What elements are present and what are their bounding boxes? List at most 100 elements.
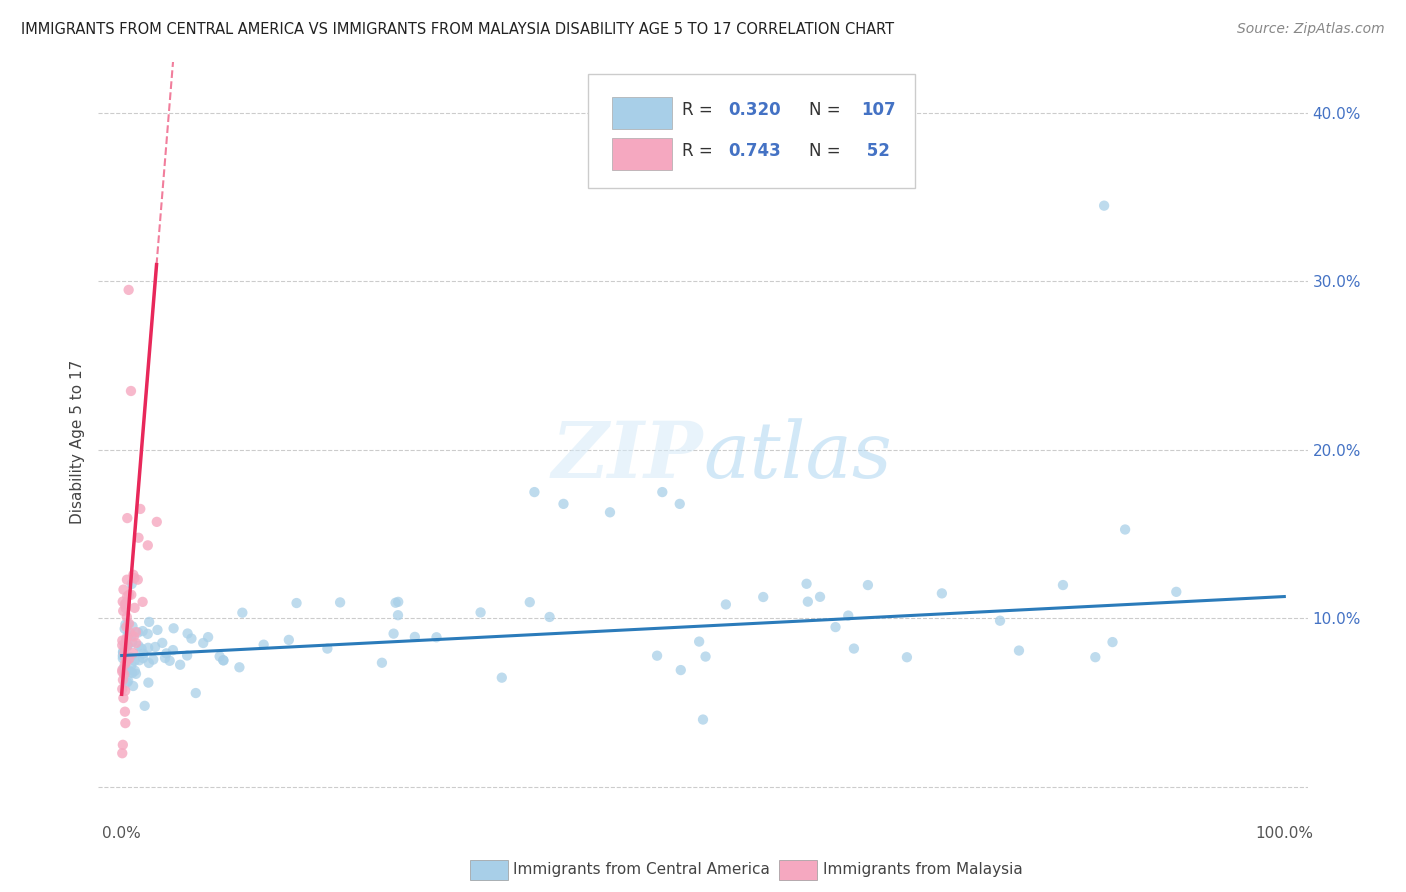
Point xyxy=(120,658,142,673)
Point xyxy=(111,651,134,665)
Point xyxy=(118,626,141,640)
Point xyxy=(384,596,406,610)
Point xyxy=(470,606,492,620)
Point xyxy=(112,661,135,675)
Point xyxy=(112,645,135,659)
Point xyxy=(114,601,136,615)
Point xyxy=(688,634,710,648)
Point xyxy=(253,638,276,652)
Point xyxy=(714,598,737,612)
Point xyxy=(159,654,181,668)
Point xyxy=(127,573,149,587)
Text: Immigrants from Malaysia: Immigrants from Malaysia xyxy=(823,863,1022,877)
Point xyxy=(425,630,447,644)
Point xyxy=(118,588,141,602)
Point xyxy=(122,567,145,582)
Point xyxy=(128,531,150,545)
Point xyxy=(117,638,139,652)
Point xyxy=(111,663,134,677)
Point xyxy=(136,627,159,641)
Text: N =: N = xyxy=(810,142,846,161)
Point xyxy=(387,595,409,609)
Point xyxy=(115,632,138,647)
Point xyxy=(797,594,820,608)
Point xyxy=(796,576,818,591)
Point xyxy=(112,664,135,678)
Point xyxy=(115,656,138,670)
Point xyxy=(931,586,953,600)
Point xyxy=(114,705,136,719)
Point xyxy=(120,384,142,398)
Point xyxy=(121,666,143,681)
Point xyxy=(124,664,146,678)
Point xyxy=(231,606,253,620)
Point xyxy=(114,650,136,665)
Text: ZIP: ZIP xyxy=(551,418,703,495)
Point xyxy=(138,615,160,629)
Point xyxy=(808,590,831,604)
Point xyxy=(134,698,156,713)
Point xyxy=(115,573,138,587)
Point xyxy=(117,663,139,677)
Point xyxy=(1101,635,1123,649)
Point xyxy=(121,629,143,643)
Point xyxy=(162,643,184,657)
Point xyxy=(111,638,134,652)
Point xyxy=(153,651,176,665)
Point xyxy=(124,600,146,615)
Point xyxy=(117,616,139,631)
Point xyxy=(115,620,138,634)
Point xyxy=(162,621,184,635)
Point xyxy=(111,738,134,752)
Point xyxy=(212,653,235,667)
Point xyxy=(125,666,148,681)
Point xyxy=(842,641,865,656)
Point xyxy=(155,646,177,660)
Point xyxy=(111,594,134,608)
Point xyxy=(111,633,134,648)
Point xyxy=(114,598,136,612)
Point xyxy=(114,683,136,698)
Point xyxy=(131,624,153,638)
Point xyxy=(114,622,136,636)
Point xyxy=(127,625,149,640)
Point xyxy=(193,636,215,650)
Point xyxy=(111,646,134,660)
Point xyxy=(138,675,160,690)
Point xyxy=(114,647,136,661)
Point xyxy=(114,617,136,632)
Point xyxy=(651,485,673,500)
Point xyxy=(176,626,198,640)
Point xyxy=(138,656,160,670)
Text: N =: N = xyxy=(810,101,846,120)
Point xyxy=(115,596,138,610)
Text: IMMIGRANTS FROM CENTRAL AMERICA VS IMMIGRANTS FROM MALAYSIA DISABILITY AGE 5 TO : IMMIGRANTS FROM CENTRAL AMERICA VS IMMIG… xyxy=(21,22,894,37)
Text: R =: R = xyxy=(682,142,718,161)
Point xyxy=(692,713,714,727)
Text: atlas: atlas xyxy=(703,418,891,495)
Point xyxy=(519,595,541,609)
Point xyxy=(128,653,150,667)
Point xyxy=(132,647,155,661)
Point xyxy=(553,497,575,511)
Point xyxy=(1052,578,1074,592)
Point xyxy=(117,628,139,642)
Point xyxy=(837,608,859,623)
Text: 0.743: 0.743 xyxy=(728,142,782,161)
Point xyxy=(118,616,141,631)
Point xyxy=(115,590,138,604)
Point xyxy=(118,283,141,297)
Point xyxy=(387,608,409,623)
Point xyxy=(112,582,135,597)
Point xyxy=(112,604,135,618)
Point xyxy=(131,595,153,609)
Point xyxy=(120,588,142,602)
Point xyxy=(538,610,561,624)
Point xyxy=(1008,643,1031,657)
Point xyxy=(371,656,394,670)
Point xyxy=(1166,584,1188,599)
Point xyxy=(382,626,405,640)
Point xyxy=(125,625,148,640)
Point xyxy=(142,652,165,666)
Y-axis label: Disability Age 5 to 17: Disability Age 5 to 17 xyxy=(70,359,86,524)
